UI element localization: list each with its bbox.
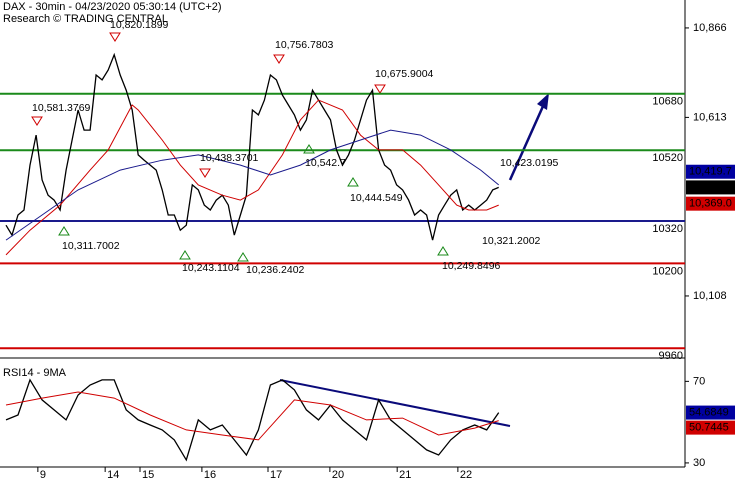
x-tick-label: 20: [332, 469, 344, 480]
marker: [437, 246, 449, 256]
series-line: [5, 378, 500, 462]
x-tick-label: 17: [270, 469, 282, 480]
price-tag-label: 10,419.7: [689, 166, 732, 178]
annotation: 10,820.1899: [110, 19, 169, 31]
x-tick-label: 16: [204, 469, 216, 480]
annotation: 10,236.2402: [246, 264, 305, 276]
series-line: [5, 129, 500, 241]
markers-up: [58, 144, 449, 262]
marker: [109, 32, 121, 42]
x-tick-label: 15: [142, 469, 154, 480]
x-tick-label: 22: [460, 469, 472, 480]
marker: [237, 252, 249, 262]
marker: [199, 168, 211, 178]
x-tick-label: 9: [40, 469, 46, 480]
annotation: 10,438.3701: [200, 152, 259, 164]
marker: [31, 116, 43, 126]
annotation: 10,756.7803: [275, 39, 334, 51]
level-label: 10520: [652, 152, 683, 164]
series-line: [5, 52, 499, 241]
price-tag-label: 50.7445: [689, 422, 729, 434]
markers-down: [31, 32, 386, 178]
annotation: 10,444.549: [350, 192, 403, 204]
x-tick-label: 14: [107, 469, 119, 480]
level-label: 9960: [659, 350, 683, 362]
y-tick-label: 10,866: [693, 22, 727, 34]
annotation: 10,321.2002: [482, 235, 541, 247]
price-tag-label: 54.6849: [689, 406, 729, 418]
chart-title: DAX - 30min - 04/23/2020 05:30:14 (UTC+2…: [3, 1, 222, 13]
annotation: 10,581.3769: [32, 102, 91, 114]
annotation: 10,423.0195: [500, 157, 559, 169]
y-tick-label: 10,613: [693, 111, 727, 123]
marker: [58, 226, 70, 236]
annotation: 10,243.1104: [182, 262, 240, 274]
price-tag-label: 10,415: [689, 181, 723, 193]
annotation: 10,311.7002: [62, 240, 120, 252]
marker: [179, 250, 191, 260]
trend-line: [279, 379, 511, 427]
series-line: [5, 391, 499, 441]
marker: [303, 144, 315, 154]
price-tag: [686, 180, 735, 195]
chart-subtitle: Research © TRADING CENTRAL: [3, 13, 168, 25]
marker: [374, 84, 386, 94]
series-line: [5, 99, 499, 256]
price-tag: [686, 405, 735, 420]
marker: [273, 54, 285, 64]
annotation: 10,249.8496: [442, 260, 501, 272]
y-tick-label: 30: [693, 457, 705, 469]
annotation: 10,542.7: [305, 157, 346, 169]
x-tick-label: 21: [399, 469, 411, 480]
arrow-head: [537, 93, 549, 110]
price-tag-label: 10,369.0: [689, 198, 732, 210]
marker: [347, 177, 359, 187]
price-tag: [686, 196, 735, 211]
level-label: 10200: [652, 265, 683, 277]
price-tag: [686, 164, 735, 179]
y-tick-label: 70: [693, 375, 705, 387]
level-label: 10320: [652, 223, 683, 235]
level-label: 10680: [652, 96, 683, 108]
arrow: [508, 103, 546, 181]
annotation: 10,675.9004: [375, 68, 434, 80]
panel-title: RSI14 - 9MA: [3, 367, 67, 379]
y-tick-label: 10,108: [693, 290, 727, 302]
price-tag: [686, 420, 735, 435]
